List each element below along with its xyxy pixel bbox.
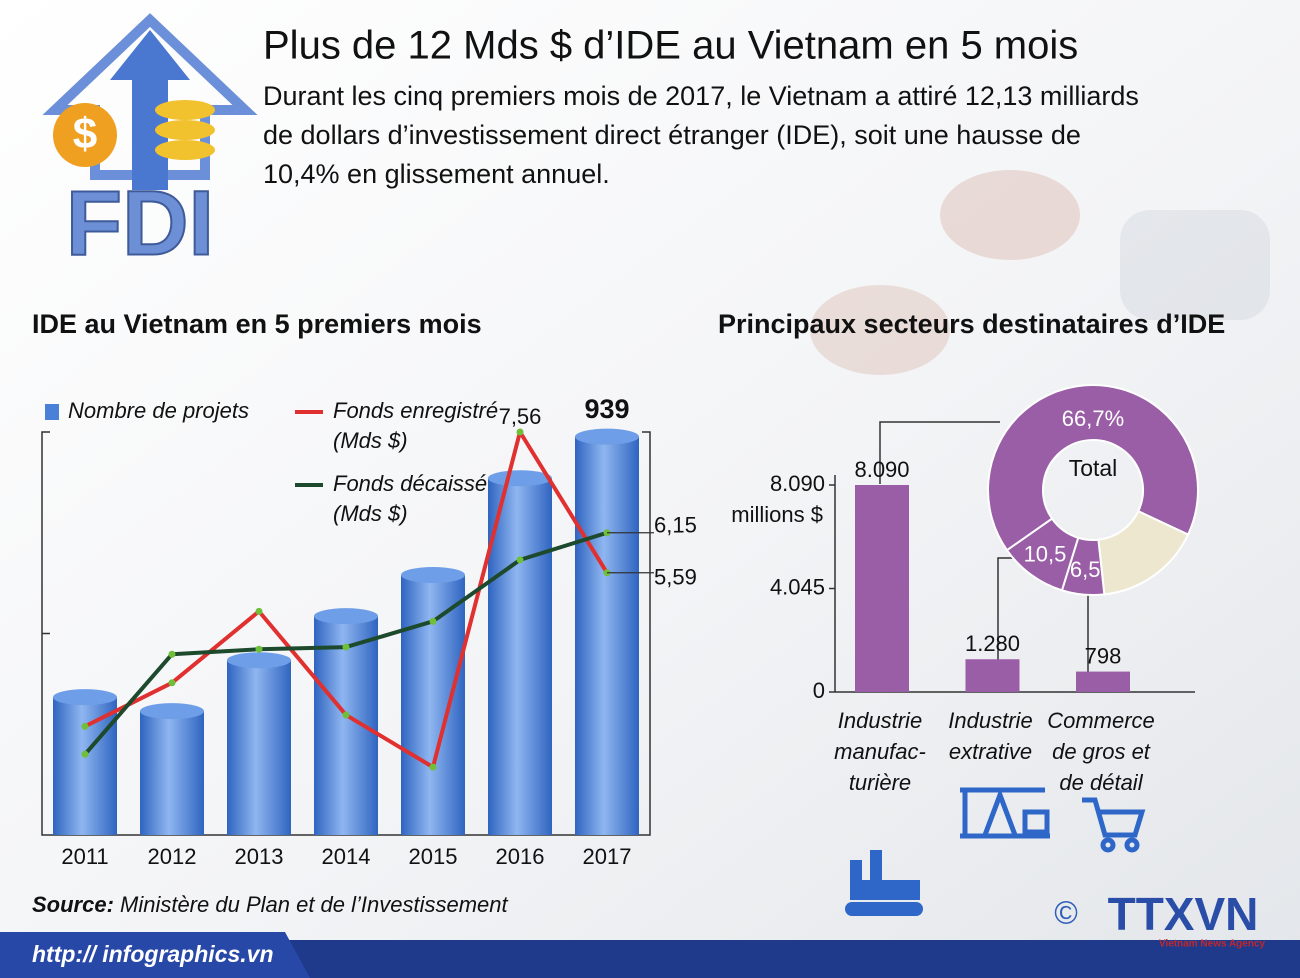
x-tick-label: turière: [849, 770, 911, 795]
line-point: [516, 428, 524, 436]
x-tick-label: Industrie: [838, 708, 922, 733]
legend-swatch: [45, 404, 59, 420]
line-point: [516, 556, 524, 564]
logo-coin: [155, 120, 215, 140]
line-point: [168, 650, 176, 658]
logo-dollar-sign: $: [73, 110, 97, 159]
y-tick-label: 0: [813, 678, 825, 703]
data-label: 6,5: [1070, 557, 1101, 582]
bar: [488, 478, 552, 835]
bar: [1076, 671, 1130, 692]
donut-center-label: Total: [1069, 455, 1118, 481]
line-point: [81, 722, 89, 730]
bar-cap: [401, 566, 465, 583]
bar: [575, 436, 639, 835]
data-label: 1.280: [965, 631, 1020, 656]
decor-key: [810, 285, 950, 375]
logo: $ FDI: [42, 13, 258, 275]
y-axis-label: millions $: [731, 502, 823, 527]
copyright: ©: [1054, 894, 1078, 930]
x-tick-label: 2017: [583, 844, 632, 869]
footer-tab: [0, 932, 310, 978]
line-point: [429, 617, 437, 625]
donut-slice: [987, 384, 1199, 552]
legend-label: Fonds enregistré: [333, 398, 498, 423]
chart-title: IDE au Vietnam en 5 premiers mois: [32, 309, 482, 339]
logo-coin: [155, 100, 215, 120]
data-label: 8.090: [854, 457, 909, 482]
x-tick-label: manufac-: [834, 739, 926, 764]
line-point: [429, 763, 437, 771]
bar-cap: [227, 652, 291, 669]
agency-logo: TTXVN: [1108, 888, 1259, 940]
oil-pump-icon: [960, 787, 1050, 839]
line-point: [342, 711, 350, 719]
x-tick-label: de gros et: [1052, 739, 1151, 764]
line-point: [342, 643, 350, 651]
logo-dollar: [53, 103, 117, 167]
x-tick-label: 2016: [496, 844, 545, 869]
bar-cap: [140, 703, 204, 720]
factory-icon: [845, 850, 923, 916]
x-tick-label: extrative: [949, 739, 1032, 764]
footer-url: http:// infographics.vn: [32, 941, 274, 967]
bar: [401, 574, 465, 835]
bar: [140, 711, 204, 835]
source-label: Source:: [32, 892, 114, 917]
legend-label: (Mds $): [333, 501, 408, 526]
x-tick-label: 2011: [61, 844, 108, 869]
x-tick-label: Commerce: [1047, 708, 1155, 733]
x-tick-label: Industrie: [948, 708, 1032, 733]
line-point: [81, 750, 89, 758]
data-label: 798: [1085, 643, 1122, 668]
x-tick-label: 2013: [235, 844, 284, 869]
line-point: [255, 645, 263, 653]
data-label: 66,7%: [1062, 406, 1124, 431]
x-tick-label: 2012: [148, 844, 197, 869]
logo-coin: [155, 140, 215, 160]
logo-text: FDI: [66, 172, 214, 274]
bar-cap: [488, 470, 552, 487]
bar: [965, 659, 1020, 692]
legend-label: Fonds décaissé: [333, 471, 487, 496]
subtitle-line: 10,4% en glissement annuel.: [263, 159, 610, 189]
data-label: 7,56: [499, 404, 542, 429]
data-label: 939: [584, 394, 629, 424]
source-text: Ministère du Plan et de l’Investissement: [120, 892, 509, 917]
subtitle-line: Durant les cinq premiers mois de 2017, l…: [263, 81, 1139, 111]
line-point: [255, 607, 263, 615]
title: Plus de 12 Mds $ d’IDE au Vietnam en 5 m…: [263, 24, 1078, 68]
legend-label: Nombre de projets: [68, 398, 249, 423]
legend-label: (Mds $): [333, 428, 408, 453]
bar: [855, 485, 909, 692]
logo-arrow: [110, 30, 190, 190]
bar-cap: [575, 428, 639, 445]
data-label: 6,15: [654, 513, 697, 538]
subtitle-line: de dollars d’investissement direct étran…: [263, 120, 1081, 150]
cart-icon: [1082, 797, 1146, 853]
data-label: 5,59: [654, 565, 697, 590]
donut-slice: [1005, 517, 1080, 592]
chart-title: Principaux secteurs destinataires d’IDE: [718, 309, 1225, 339]
agency-subtitle: Vietnam News Agency: [1159, 939, 1266, 950]
y-tick-label: 4.045: [770, 574, 825, 599]
x-tick-label: 2015: [409, 844, 458, 869]
line-point: [168, 679, 176, 687]
y-tick-label: 8.090: [770, 471, 825, 496]
bar: [227, 660, 291, 835]
x-tick-label: 2014: [322, 844, 371, 869]
bar-cap: [53, 689, 117, 706]
leader-line: [879, 421, 1000, 484]
bar: [53, 697, 117, 835]
decor-key: [940, 170, 1080, 260]
x-tick-label: de détail: [1059, 770, 1143, 795]
bar-cap: [314, 608, 378, 625]
decor-key: [1120, 210, 1270, 320]
data-label: 10,5: [1024, 542, 1067, 567]
